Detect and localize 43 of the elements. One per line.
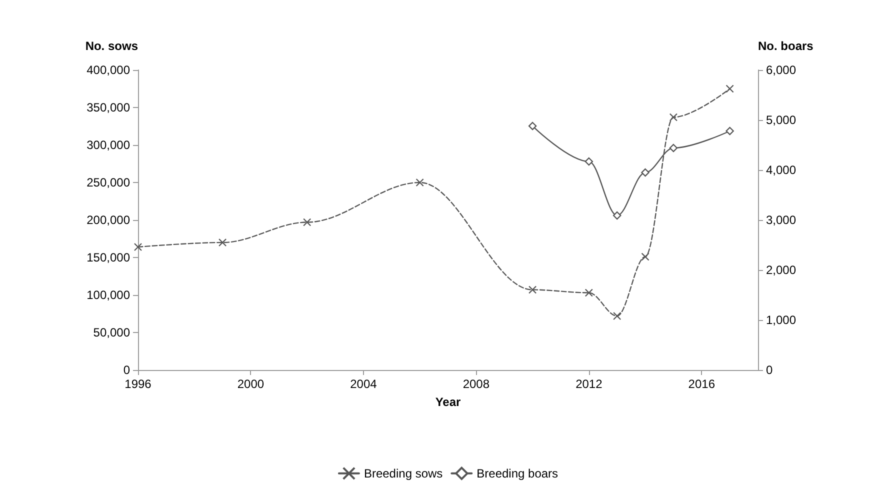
x-tick-label: 2012 [576,377,603,391]
point [669,113,678,122]
point [416,178,424,187]
point [218,238,227,247]
y2-tick-label: 3,000 [766,213,796,227]
x-tick-label: 2000 [237,377,264,391]
point [584,288,594,297]
y-axis-title: No. sows [85,39,138,53]
x-tick-label: 2008 [462,377,490,391]
y2-tick-label: 0 [766,363,773,377]
y-tick-label: 350,000 [86,100,130,114]
y2-tick-label: 5,000 [766,113,796,127]
point [612,312,622,320]
y2-tick-label: 4,000 [766,163,796,177]
point [584,157,594,166]
point [134,242,142,252]
point [726,84,734,93]
x-tick-label: 1996 [124,377,152,391]
point [669,144,678,152]
y-tick-label: 150,000 [86,250,130,264]
legend-label: Breeding sows [364,466,443,480]
y-tick-label: 250,000 [86,176,130,190]
y2-tick-label: 1,000 [766,313,796,327]
y2-axis-title: No. boars [758,39,814,53]
y-tick-label: 200,000 [86,213,130,227]
point [641,168,650,177]
x-axis-title: Year [435,395,462,409]
point [302,218,312,226]
y-tick-label: 0 [123,363,130,377]
y2-tick-label: 2,000 [766,263,796,277]
x-tick-label: 2004 [350,377,378,391]
point [726,126,734,136]
legend-label: Breeding boars [476,466,558,480]
point [612,211,622,220]
x-tick-label: 2016 [688,377,716,391]
y-tick-label: 300,000 [86,138,130,152]
point [528,122,537,130]
y-tick-label: 50,000 [93,326,130,340]
point [641,252,650,261]
y-tick-label: 400,000 [86,63,130,77]
y-tick-label: 100,000 [86,288,130,302]
point [528,286,537,294]
y2-tick-label: 6,000 [766,63,796,77]
